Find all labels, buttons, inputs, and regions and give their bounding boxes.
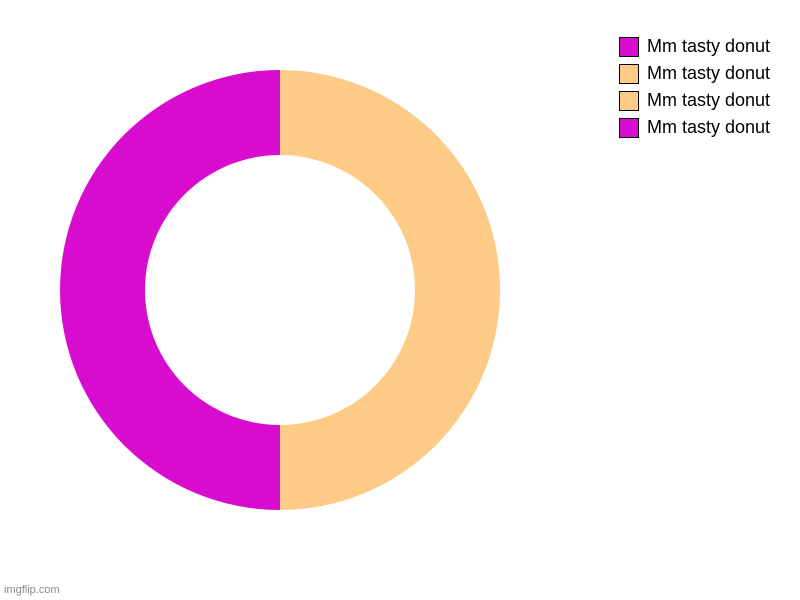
legend-item: Mm tasty donut	[619, 90, 770, 111]
legend-swatch	[619, 37, 639, 57]
legend-item: Mm tasty donut	[619, 36, 770, 57]
legend-label: Mm tasty donut	[647, 36, 770, 57]
legend-swatch	[619, 118, 639, 138]
legend-item: Mm tasty donut	[619, 117, 770, 138]
legend-label: Mm tasty donut	[647, 63, 770, 84]
legend-label: Mm tasty donut	[647, 117, 770, 138]
legend-label: Mm tasty donut	[647, 90, 770, 111]
donut-slice	[60, 290, 280, 510]
legend-item: Mm tasty donut	[619, 63, 770, 84]
legend-swatch	[619, 64, 639, 84]
legend: Mm tasty donut Mm tasty donut Mm tasty don…	[619, 36, 770, 138]
donut-slice	[280, 290, 500, 510]
watermark: imgflip.com	[4, 584, 60, 596]
donut-slice	[280, 70, 500, 290]
donut-chart	[50, 60, 510, 520]
legend-swatch	[619, 91, 639, 111]
donut-slice	[60, 70, 280, 290]
